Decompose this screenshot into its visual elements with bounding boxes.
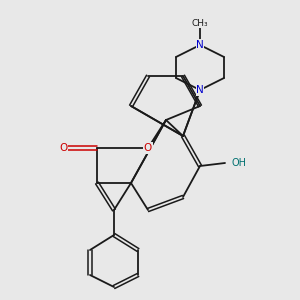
Text: O: O	[144, 143, 152, 153]
Text: N: N	[196, 85, 204, 95]
Text: O: O	[59, 143, 67, 153]
Text: OH: OH	[232, 158, 247, 168]
Text: CH₃: CH₃	[192, 19, 208, 28]
Text: N: N	[196, 40, 204, 50]
